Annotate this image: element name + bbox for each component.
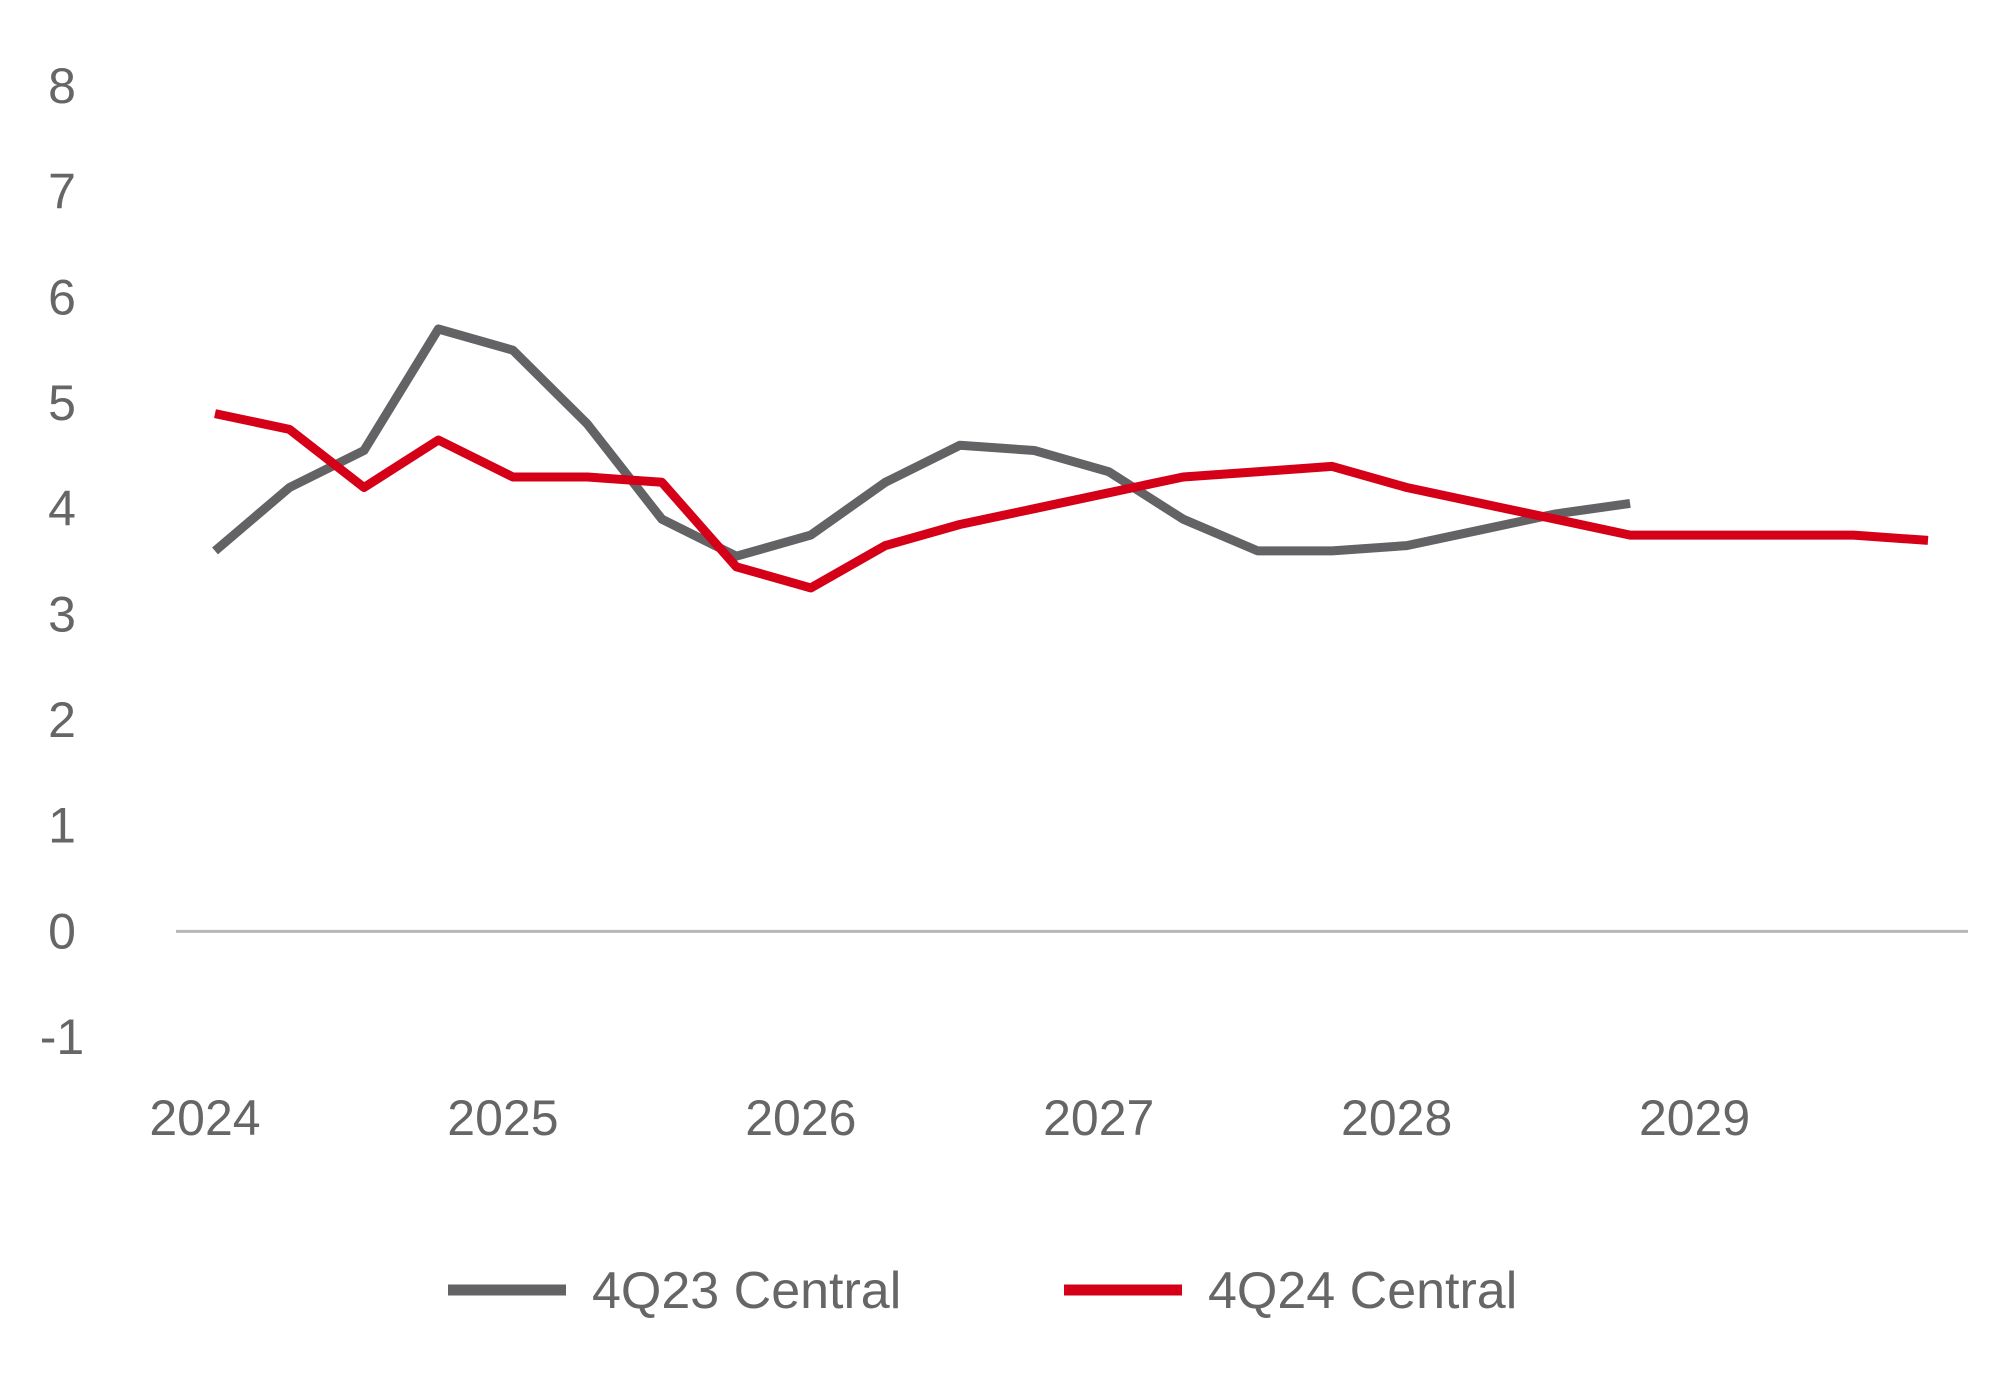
y-tick-label: 2	[48, 692, 76, 748]
y-tick-label: 8	[48, 58, 76, 114]
series-line-2	[214, 409, 1929, 593]
y-tick-label: 0	[48, 903, 76, 959]
x-tick-label: 2025	[447, 1090, 558, 1146]
y-tick-label: 5	[48, 375, 76, 431]
x-tick-label: 2027	[1043, 1090, 1154, 1146]
x-axis-tick-labels: 2024 2025 2026 2027 2028 2029	[149, 1090, 1750, 1146]
y-tick-label: 4	[48, 481, 76, 537]
y-tick-label: -1	[40, 1009, 84, 1065]
x-tick-label: 2026	[745, 1090, 856, 1146]
y-tick-label: 3	[48, 586, 76, 642]
y-tick-label: 6	[48, 269, 76, 325]
legend-label: 4Q24 Central	[1208, 1262, 1517, 1320]
y-tick-label: 1	[48, 798, 76, 854]
y-tick-label: 7	[48, 164, 76, 220]
y-axis-tick-labels: 8 7 6 5 4 3 2 1 0 -1	[40, 58, 84, 1065]
x-tick-label: 2029	[1639, 1090, 1750, 1146]
legend-label: 4Q23 Central	[592, 1262, 901, 1320]
x-tick-label: 2028	[1341, 1090, 1452, 1146]
series-line-1	[212, 324, 1631, 561]
series-lines	[212, 324, 1929, 593]
x-tick-label: 2024	[149, 1090, 260, 1146]
legend: 4Q23 Central 4Q24 Central	[448, 1262, 1517, 1320]
